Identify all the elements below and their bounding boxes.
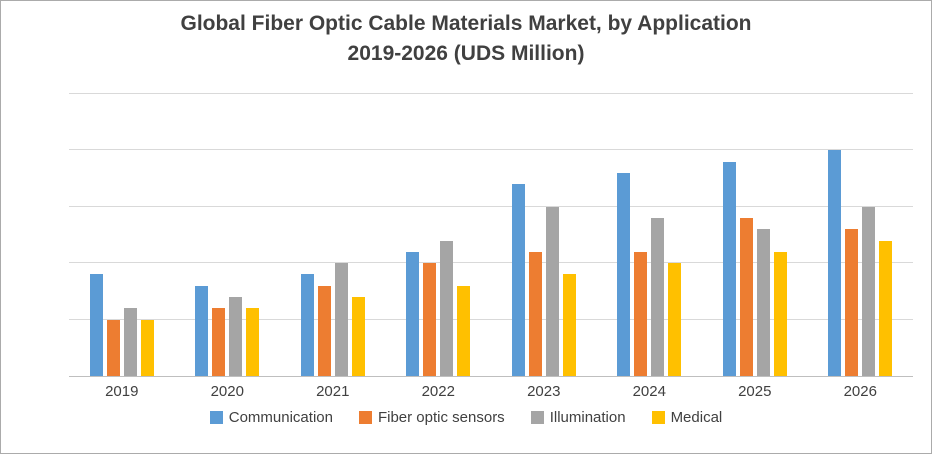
bar (229, 297, 243, 376)
legend: Communication Fiber optic sensors Illumina… (1, 409, 931, 426)
bar (246, 308, 260, 376)
x-axis-label: 2020 (210, 383, 244, 400)
x-axis-label: 2022 (421, 383, 455, 400)
bar (879, 240, 893, 376)
bar (528, 251, 542, 376)
legend-swatch-icon (209, 411, 223, 424)
legend-swatch-icon (530, 411, 544, 424)
bar (845, 229, 859, 376)
bar (511, 184, 525, 376)
bar-group (828, 94, 893, 376)
bar (195, 285, 209, 376)
bar (212, 308, 226, 376)
bar (617, 172, 631, 376)
x-axis-label: 2019 (105, 383, 139, 400)
bar-group (195, 94, 260, 376)
legend-item: Illumination (530, 409, 626, 426)
gridline (69, 262, 913, 264)
legend-swatch-icon (651, 411, 665, 424)
bar (140, 319, 154, 376)
bar (423, 263, 437, 376)
bar (773, 251, 787, 376)
legend-swatch-icon (358, 411, 372, 424)
bar (123, 308, 137, 376)
legend-label: Fiber optic sensors (377, 409, 505, 426)
gridline (69, 318, 913, 320)
chart-title-line-2: 2019-2026 (UDS Million) (347, 42, 585, 65)
bar (722, 161, 736, 376)
bar (862, 206, 876, 376)
bar (440, 240, 454, 376)
bar-group (300, 94, 365, 376)
bar (406, 251, 420, 376)
bar (300, 274, 314, 376)
bar-groups (69, 94, 913, 376)
chart-title: Global Fiber Optic Cable Materials Marke… (1, 9, 931, 69)
x-axis-label: 2024 (632, 383, 666, 400)
bar (317, 285, 331, 376)
gridline (69, 93, 913, 94)
bar (351, 297, 365, 376)
bar-group (89, 94, 154, 376)
bar (457, 285, 471, 376)
legend-item: Fiber optic sensors (358, 409, 505, 426)
bar (756, 229, 770, 376)
bar (828, 150, 842, 376)
legend-label: Illumination (549, 409, 626, 426)
gridline (69, 205, 913, 207)
bar (634, 251, 648, 376)
legend-label: Communication (228, 409, 333, 426)
bar (562, 274, 576, 376)
bar (545, 206, 559, 376)
plot-area (69, 93, 913, 377)
bar-group (617, 94, 682, 376)
bar (89, 274, 103, 376)
bar-group (722, 94, 787, 376)
legend-item: Medical (651, 409, 723, 426)
bar-group (511, 94, 576, 376)
bar (106, 319, 120, 376)
legend-item: Communication (209, 409, 333, 426)
chart-title-line-1: Global Fiber Optic Cable Materials Marke… (180, 12, 752, 35)
x-axis-labels: 2019 2020 2021 2022 2023 2024 2025 2026 (69, 383, 913, 400)
bar (668, 263, 682, 376)
x-axis-label: 2023 (527, 383, 561, 400)
x-axis-label: 2025 (738, 383, 772, 400)
bar (739, 218, 753, 376)
gridline (69, 149, 913, 151)
x-axis-label: 2021 (316, 383, 350, 400)
legend-label: Medical (670, 409, 723, 426)
bar-group (406, 94, 471, 376)
x-axis-label: 2026 (843, 383, 877, 400)
bar (334, 263, 348, 376)
bar (651, 218, 665, 376)
